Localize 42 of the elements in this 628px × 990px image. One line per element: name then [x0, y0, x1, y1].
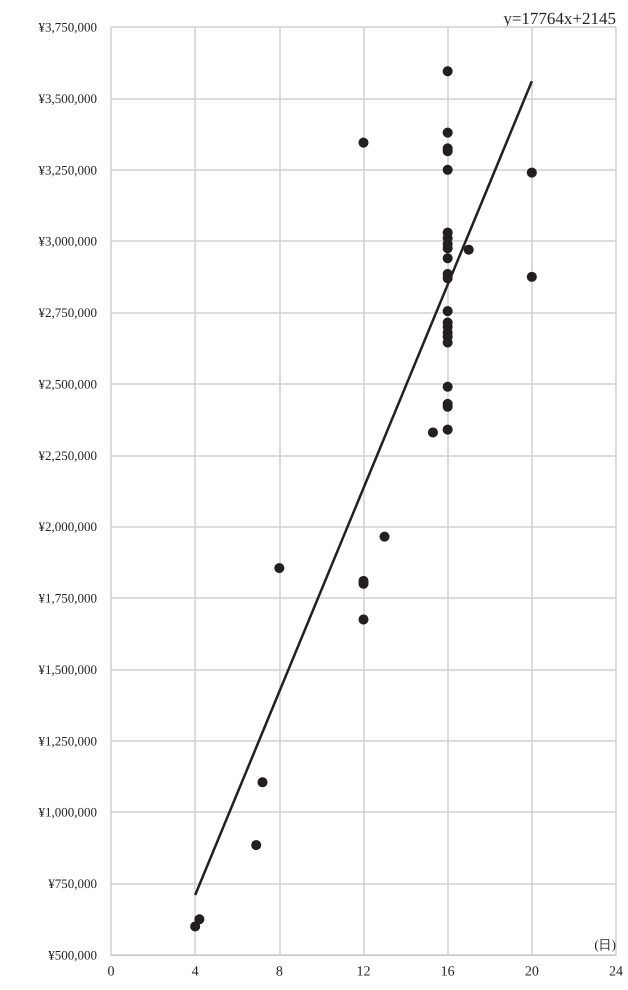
- x-tick-label: 20: [524, 964, 539, 980]
- point: [428, 427, 438, 438]
- y-tick-label: ¥2,750,000: [38, 305, 97, 320]
- y-tick-label: ¥3,500,000: [38, 90, 97, 106]
- point: [464, 244, 474, 255]
- y-tick-label: ¥2,000,000: [38, 519, 97, 534]
- y-tick-label: ¥3,000,000: [38, 234, 97, 249]
- y-tick-label: ¥3,250,000: [38, 162, 97, 178]
- point: [442, 253, 453, 264]
- y-tick-label: ¥1,750,000: [38, 590, 97, 606]
- x-tick-label: 8: [276, 964, 283, 980]
- point: [251, 840, 262, 850]
- x-tick-label: 4: [192, 964, 199, 980]
- point: [442, 424, 453, 435]
- annotation: y=17764x+2145: [503, 9, 616, 28]
- point: [442, 164, 453, 175]
- point: [442, 306, 453, 316]
- y-tick-label: ¥750,000: [48, 876, 97, 892]
- point: [358, 138, 368, 148]
- point: [442, 382, 453, 392]
- y-tick-label: ¥2,250,000: [38, 448, 97, 463]
- y-tick-label: ¥500,000: [48, 948, 97, 962]
- point: [380, 532, 390, 542]
- y-tick-label: ¥2,500,000: [38, 376, 97, 392]
- point: [526, 272, 537, 282]
- x-tick-label: 16: [440, 964, 455, 980]
- point: [274, 563, 284, 574]
- x-tick-label: 24: [609, 964, 623, 980]
- point: [526, 168, 537, 178]
- point: [190, 921, 200, 932]
- y-tick-label: ¥1,000,000: [38, 804, 97, 820]
- point: [194, 914, 204, 924]
- x-tick-label: 0: [108, 964, 114, 980]
- x-axis-title: (日): [594, 937, 616, 952]
- point: [442, 128, 453, 138]
- y-tick-label: ¥1,250,000: [38, 733, 97, 748]
- point: [258, 777, 268, 788]
- x-tick-label: 12: [356, 964, 370, 980]
- y-tick-label: ¥1,500,000: [38, 662, 97, 677]
- y-tick-label: ¥3,750,000: [38, 20, 97, 34]
- point: [442, 66, 453, 76]
- point: [358, 614, 368, 624]
